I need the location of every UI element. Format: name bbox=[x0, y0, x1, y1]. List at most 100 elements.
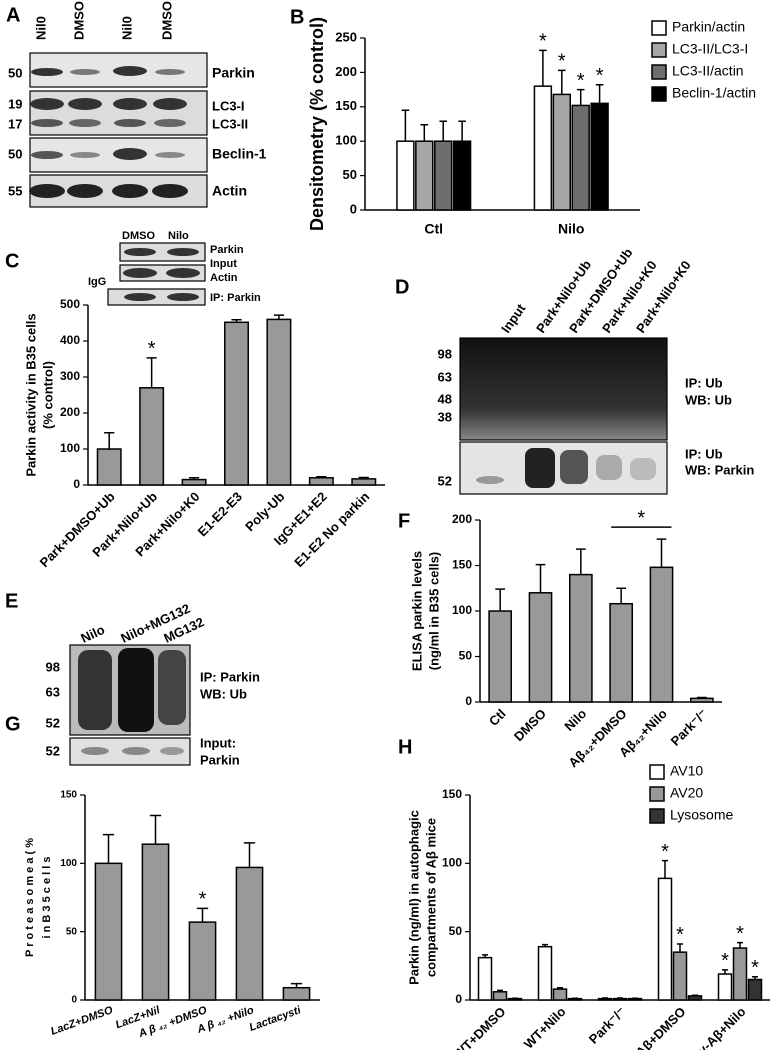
panel-label: A bbox=[6, 4, 20, 26]
significance: * bbox=[661, 841, 669, 863]
significance: * bbox=[736, 923, 744, 945]
legend-label: AV20 bbox=[670, 785, 703, 801]
error-bar bbox=[458, 120, 466, 142]
y-axis-label: (ng/ml in B35 cells) bbox=[426, 552, 441, 670]
bar bbox=[139, 387, 165, 486]
error-bar bbox=[146, 357, 157, 388]
blot-label: Parkin bbox=[200, 752, 240, 767]
panel-a: A Nil0 DMSO Nil0 DMSO 50 19 17 50 55 Par… bbox=[6, 1, 267, 208]
lane-label: DMSO bbox=[71, 1, 86, 40]
marker: 17 bbox=[8, 116, 22, 131]
legend-label: LC3-II/LC3-I bbox=[672, 41, 748, 57]
y-tick-label: 0 bbox=[71, 995, 77, 1006]
error-bar bbox=[497, 989, 503, 992]
blot-label: Input bbox=[210, 258, 237, 270]
y-tick-label: 50 bbox=[343, 167, 357, 182]
bar bbox=[609, 602, 634, 703]
y-axis-label: Densitometry (% control) bbox=[307, 17, 327, 231]
y-tick-label: 50 bbox=[449, 924, 463, 938]
bar bbox=[552, 988, 568, 1001]
error-bar bbox=[316, 475, 327, 478]
y-tick-label: 200 bbox=[452, 512, 472, 526]
marker: 48 bbox=[438, 391, 452, 406]
lane-label: Nil0 bbox=[33, 16, 48, 40]
bar bbox=[537, 945, 553, 1001]
y-axis-label: i n B 3 5 c e l l s bbox=[41, 857, 53, 939]
significance: * bbox=[751, 957, 759, 979]
y-tick-label: 200 bbox=[60, 405, 80, 419]
marker: 63 bbox=[46, 684, 60, 699]
error-bar bbox=[558, 69, 566, 95]
panel-e: E Nilo Nilo+MG132 MG132 98 63 52 52 IP: … bbox=[5, 590, 260, 767]
error-bar bbox=[656, 538, 667, 568]
panel-c-inset: DMSO Nilo Parkin Input Actin IgG IP: Par… bbox=[88, 230, 261, 306]
bands bbox=[123, 248, 200, 301]
y-tick-label: 100 bbox=[335, 133, 357, 148]
bar bbox=[571, 104, 590, 211]
y-tick-label: 150 bbox=[335, 98, 357, 113]
x-tick-label: Lactacysti bbox=[248, 1004, 304, 1034]
bar bbox=[188, 921, 217, 1001]
error-bar bbox=[196, 907, 209, 923]
bands bbox=[78, 648, 186, 755]
y-tick-label: 400 bbox=[60, 333, 80, 347]
band-name: Parkin bbox=[212, 65, 255, 81]
y-tick-label: 0 bbox=[350, 201, 357, 216]
bar bbox=[717, 973, 733, 1001]
error-bar bbox=[557, 986, 563, 990]
error-bar bbox=[662, 859, 668, 879]
panel-label: F bbox=[398, 510, 410, 532]
bar bbox=[351, 478, 377, 486]
error-bar bbox=[539, 49, 547, 87]
bar bbox=[492, 991, 508, 1001]
error-bar bbox=[439, 120, 447, 142]
marker: 38 bbox=[438, 409, 452, 424]
blot-label: Actin bbox=[210, 272, 238, 284]
legend-swatch bbox=[651, 64, 667, 80]
error-bar bbox=[420, 123, 429, 142]
bar bbox=[528, 592, 553, 703]
x-tick-label: LacZ+DMSO bbox=[49, 1004, 115, 1038]
lane-label: Input bbox=[498, 301, 529, 336]
marker: 55 bbox=[8, 183, 22, 198]
marker: 50 bbox=[8, 146, 22, 161]
bar bbox=[672, 951, 688, 1001]
x-tick-label: E1-E2-E3 bbox=[195, 489, 245, 539]
bar bbox=[687, 995, 703, 1001]
error-bar bbox=[149, 814, 162, 845]
blot-label: IP: Ub bbox=[685, 446, 723, 461]
error-bar bbox=[752, 976, 758, 980]
x-tick-label: WT+Nilo bbox=[521, 1004, 569, 1050]
marker: 50 bbox=[8, 65, 22, 80]
error-bar bbox=[243, 842, 256, 868]
error-bar bbox=[617, 997, 623, 999]
lane-label: Nil0 bbox=[119, 16, 134, 40]
bar bbox=[488, 610, 513, 703]
bar bbox=[689, 697, 714, 703]
marker: 52 bbox=[46, 743, 60, 758]
x-tick-label: Ctl bbox=[424, 221, 443, 237]
error-bar bbox=[692, 994, 698, 996]
bar bbox=[533, 85, 553, 211]
x-tick-label: Ctl bbox=[486, 706, 509, 729]
error-bar bbox=[722, 969, 728, 975]
error-bar bbox=[104, 432, 115, 449]
bar bbox=[94, 862, 123, 1001]
marker: 19 bbox=[8, 96, 22, 111]
blot bbox=[119, 242, 206, 262]
y-tick-label: 100 bbox=[452, 603, 472, 617]
blot bbox=[459, 337, 668, 441]
y-axis-label: (% control) bbox=[40, 361, 55, 429]
significance: * bbox=[676, 924, 684, 946]
x-tick-label: Lv-Aβ+Nilo bbox=[689, 1004, 748, 1050]
bar bbox=[657, 877, 673, 1001]
y-tick-label: 0 bbox=[73, 477, 80, 491]
x-tick-label: Park+DMSO+Ub bbox=[37, 489, 118, 570]
lane-label: DMSO bbox=[159, 1, 174, 40]
legend-label: Lysosome bbox=[670, 807, 734, 823]
lane-label: Nilo bbox=[78, 622, 107, 646]
band-name: Beclin-1 bbox=[212, 146, 267, 162]
blot-label: IP: Ub bbox=[685, 375, 723, 390]
marker: 98 bbox=[46, 659, 60, 674]
